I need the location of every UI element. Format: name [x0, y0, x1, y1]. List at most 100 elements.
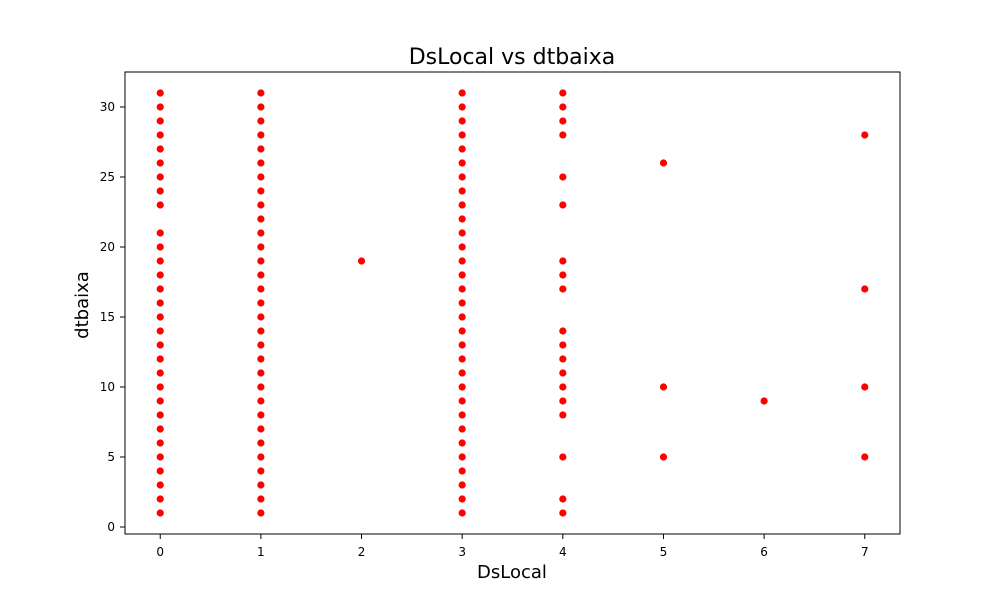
scatter-point: [155, 438, 165, 448]
scatter-point: [357, 256, 366, 266]
scatter-point: [256, 172, 266, 182]
scatter-point: [256, 410, 266, 420]
scatter-point: [558, 102, 568, 112]
scatter-point: [256, 438, 266, 448]
scatter-point: [457, 326, 467, 336]
scatter-point: [558, 172, 568, 182]
scatter-point: [659, 158, 668, 168]
scatter-point: [155, 424, 165, 434]
scatter-point: [457, 298, 467, 308]
scatter-point: [155, 508, 165, 518]
scatter-point: [256, 242, 266, 252]
scatter-point: [860, 284, 870, 294]
scatter-point: [155, 494, 165, 504]
x-tick-label: 5: [660, 545, 668, 559]
scatter-point: [256, 508, 266, 518]
scatter-point: [256, 200, 266, 210]
scatter-point: [457, 410, 467, 420]
scatter-point: [256, 354, 266, 364]
y-axis-ticks: 0 5 10 15 20 25 30: [100, 100, 125, 534]
scatter-point: [457, 438, 467, 448]
scatter-point: [457, 382, 467, 392]
scatter-point: [457, 424, 467, 434]
scatter-point: [155, 130, 165, 140]
x-tick-label: 3: [458, 545, 466, 559]
scatter-point: [155, 200, 165, 210]
scatter-point: [155, 480, 165, 490]
scatter-point: [256, 130, 266, 140]
scatter-point: [860, 452, 870, 462]
scatter-point: [457, 242, 467, 252]
scatter-point: [860, 382, 870, 392]
scatter-point: [457, 158, 467, 168]
scatter-point: [558, 494, 568, 504]
scatter-point: [155, 270, 165, 280]
x-tick-label: 1: [257, 545, 265, 559]
scatter-point: [155, 410, 165, 420]
scatter-point: [155, 312, 165, 322]
scatter-point: [256, 452, 266, 462]
scatter-point: [155, 158, 165, 168]
scatter-point: [457, 452, 467, 462]
scatter-point: [457, 256, 467, 266]
scatter-point: [256, 368, 266, 378]
scatter-point: [457, 144, 467, 154]
scatter-point: [457, 186, 467, 196]
scatter-point: [155, 88, 165, 98]
scatter-point: [256, 214, 266, 224]
scatter-point: [155, 186, 165, 196]
scatter-point: [558, 354, 568, 364]
y-tick-label: 25: [100, 170, 115, 184]
scatter-point: [155, 466, 165, 476]
scatter-point: [558, 382, 568, 392]
scatter-point: [155, 452, 165, 462]
scatter-point: [256, 102, 266, 112]
scatter-point: [558, 130, 568, 140]
scatter-point: [457, 228, 467, 238]
y-tick-label: 15: [100, 310, 115, 324]
scatter-point: [457, 340, 467, 350]
scatter-point: [457, 466, 467, 476]
scatter-point: [759, 396, 769, 406]
plot-area-frame: [124, 71, 901, 535]
scatter-point: [155, 116, 165, 126]
scatter-point: [558, 270, 568, 280]
scatter-point: [155, 326, 165, 336]
scatter-point: [155, 298, 165, 308]
scatter-point: [256, 340, 266, 350]
scatter-point: [558, 410, 568, 420]
x-axis-ticks: 0 1 2 3 4 5 6 7: [156, 534, 869, 559]
y-tick-label: 10: [100, 380, 115, 394]
scatter-point: [256, 256, 266, 266]
scatter-point: [457, 494, 467, 504]
scatter-point: [558, 396, 568, 406]
y-tick-label: 30: [100, 100, 115, 114]
scatter-point: [558, 508, 568, 518]
x-tick-label: 6: [760, 545, 768, 559]
scatter-point: [155, 144, 165, 154]
y-tick-label: 5: [107, 450, 115, 464]
y-tick-label: 0: [107, 520, 115, 534]
scatter-point: [155, 172, 165, 182]
chart-title: DsLocal vs dtbaixa: [409, 45, 616, 70]
x-axis-label: DsLocal: [477, 562, 547, 583]
scatter-point: [256, 312, 266, 322]
scatter-point: [457, 116, 467, 126]
scatter-point: [457, 480, 467, 490]
scatter-point: [558, 368, 568, 378]
scatter-point: [558, 452, 568, 462]
scatter-point: [457, 130, 467, 140]
scatter-point: [558, 340, 568, 350]
scatter-point: [155, 284, 165, 294]
scatter-point: [558, 284, 568, 294]
scatter-point: [155, 102, 165, 112]
scatter-point: [155, 354, 165, 364]
scatter-point: [558, 200, 568, 210]
scatter-point: [155, 382, 165, 392]
y-axis-label: dtbaixa: [72, 271, 93, 339]
scatter-point: [457, 368, 467, 378]
scatter-point: [457, 312, 467, 322]
scatter-point: [256, 396, 266, 406]
